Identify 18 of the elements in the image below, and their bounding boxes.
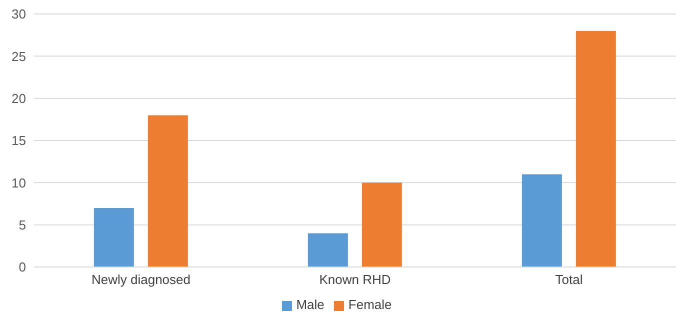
x-tick-label: Known RHD bbox=[319, 272, 391, 288]
y-tick-label: 20 bbox=[12, 90, 26, 106]
x-tick-label: Newly diagnosed bbox=[91, 272, 191, 288]
bar bbox=[308, 233, 348, 267]
y-tick-label: 25 bbox=[12, 48, 26, 64]
bar bbox=[576, 30, 616, 267]
bar bbox=[522, 174, 562, 267]
y-tick-label: 5 bbox=[18, 217, 26, 232]
x-tick-label: Total bbox=[555, 272, 583, 288]
legend-label: Male bbox=[296, 297, 324, 312]
bar bbox=[362, 182, 402, 267]
y-tick-label: 0 bbox=[18, 260, 26, 275]
y-tick-label: 30 bbox=[12, 6, 26, 22]
bar bbox=[148, 115, 188, 267]
y-tick-label: 10 bbox=[12, 175, 26, 190]
legend-label: Female bbox=[348, 297, 392, 312]
bar bbox=[94, 208, 134, 267]
y-tick-label: 15 bbox=[12, 133, 26, 148]
